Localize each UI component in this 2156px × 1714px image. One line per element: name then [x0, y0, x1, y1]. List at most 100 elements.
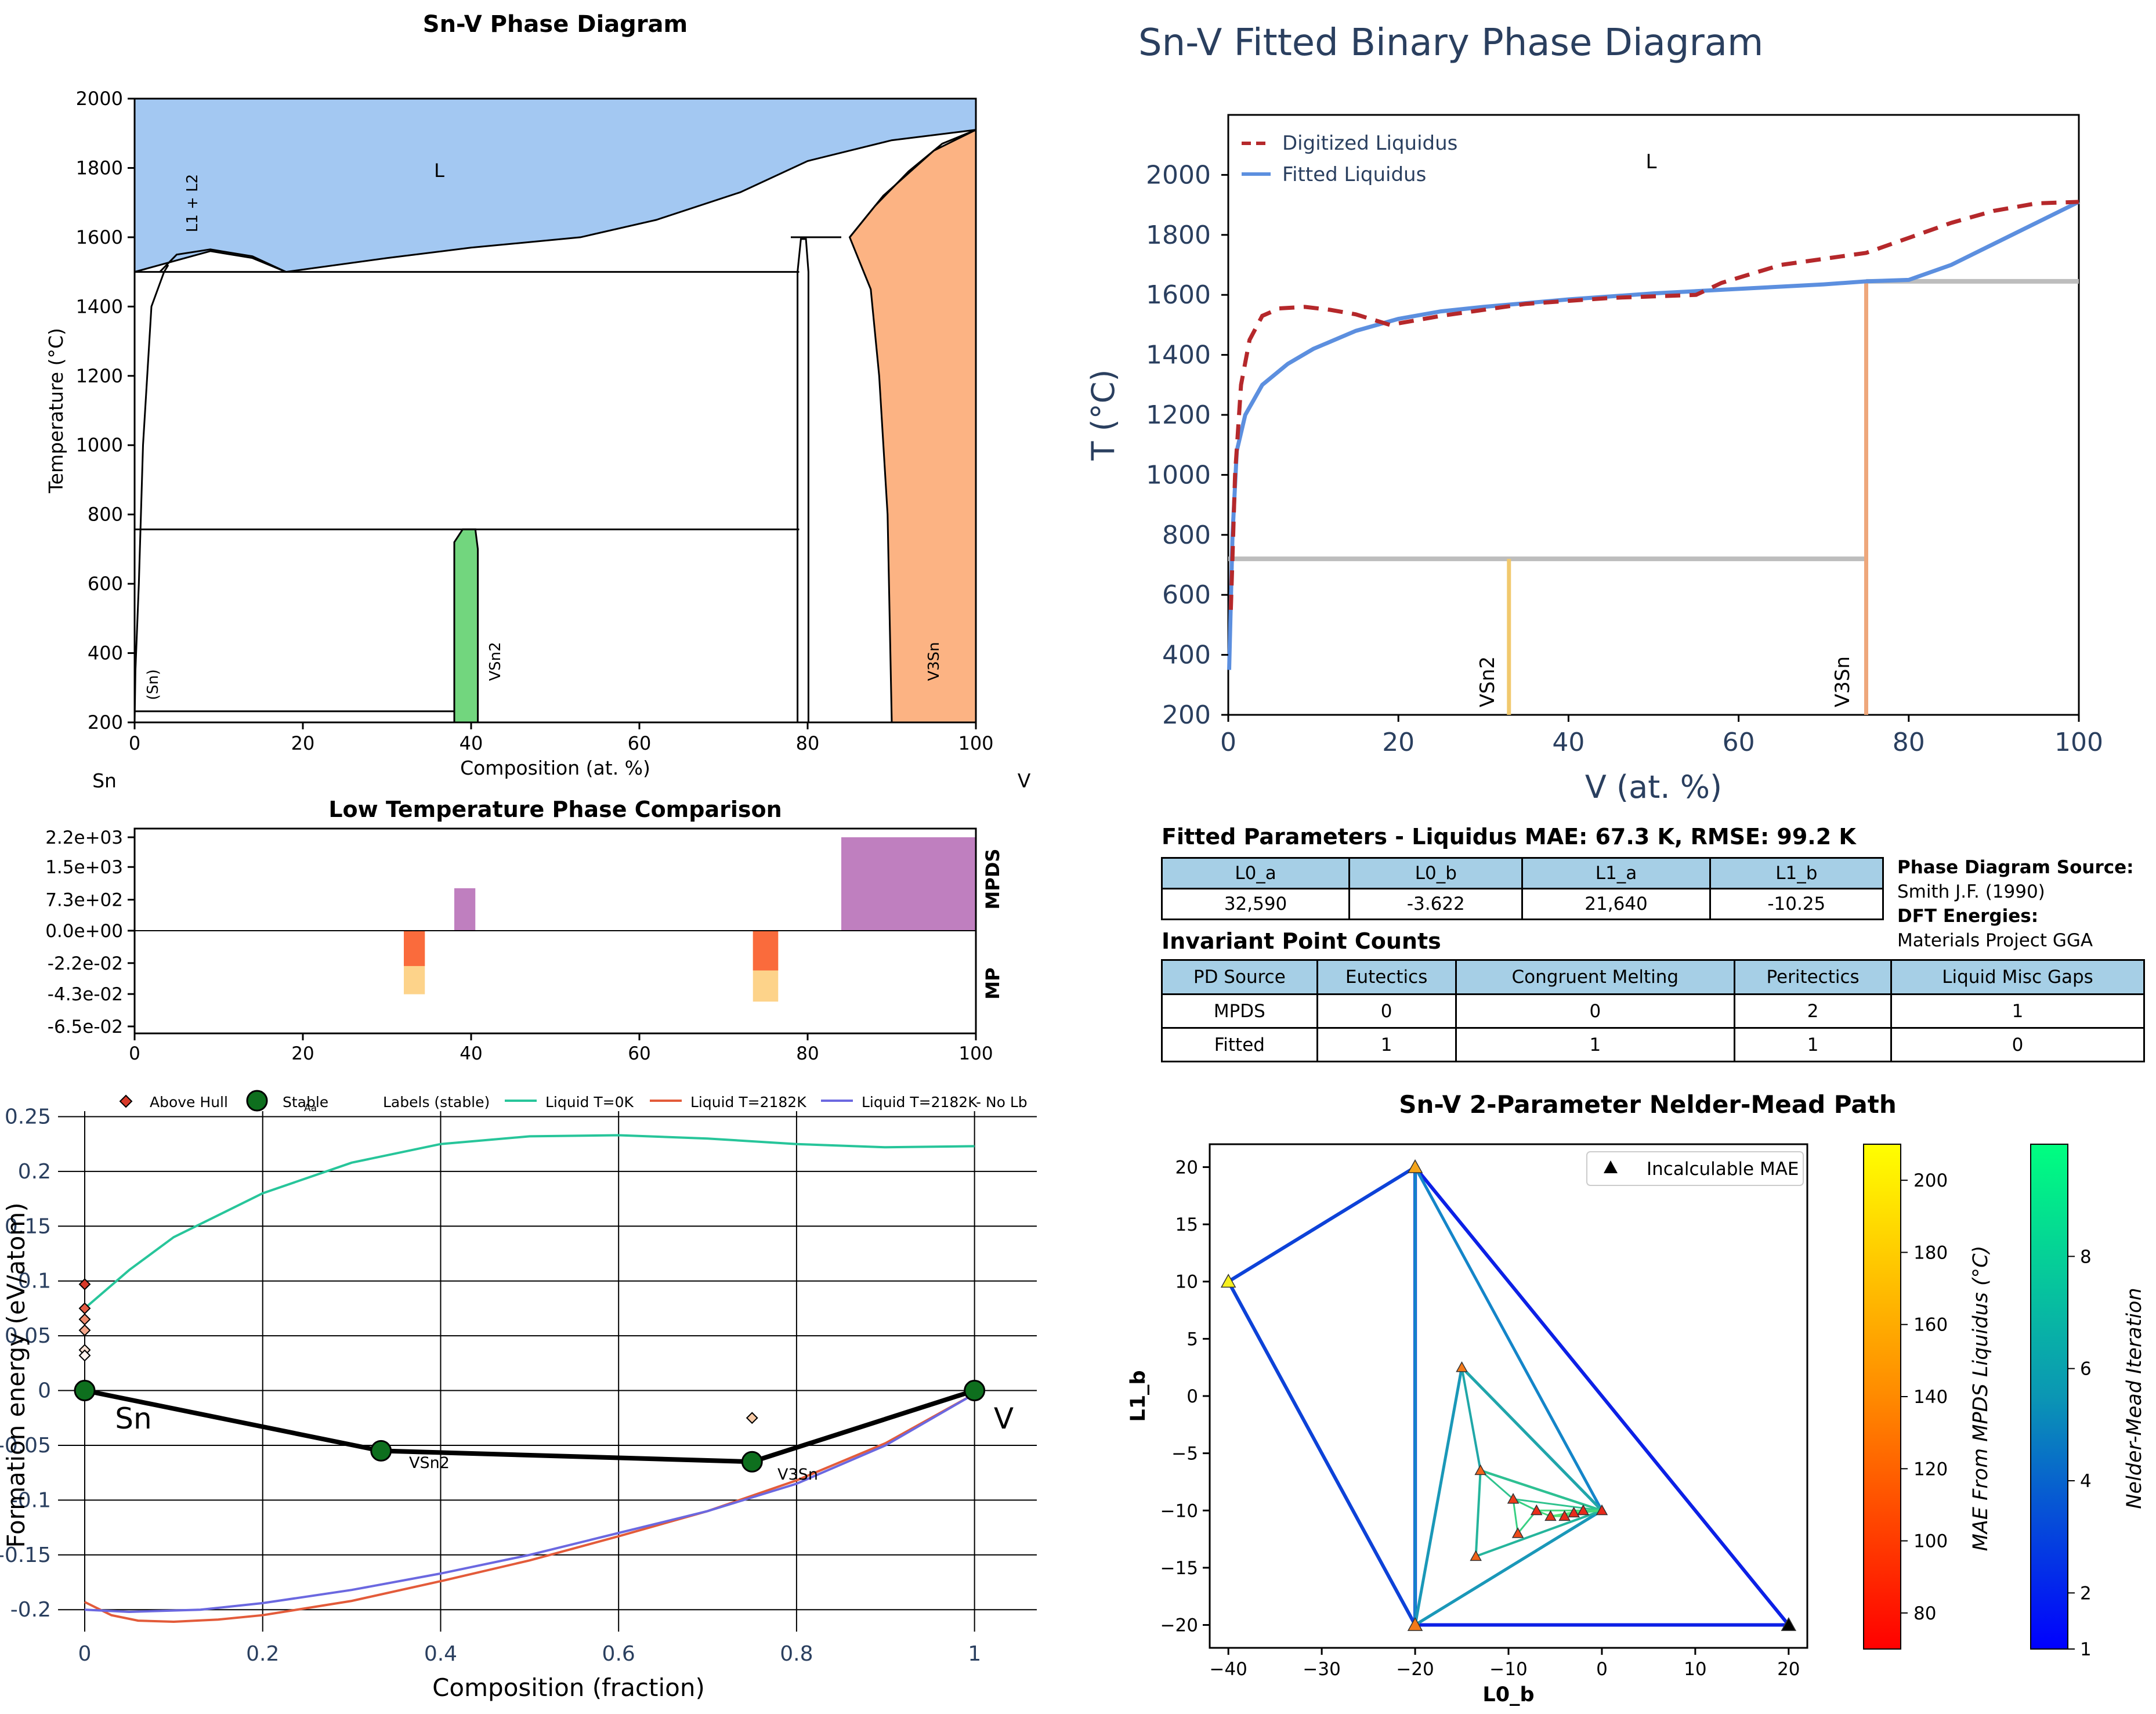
x-tick-label: 100 [958, 1043, 993, 1064]
table-header-cell: L0_b [1348, 857, 1524, 889]
y-tick-label: 1400 [76, 295, 123, 317]
y-tick-label: 0.1 [18, 1270, 51, 1293]
iteration-colorbar [2030, 1144, 2068, 1650]
x-tick-label: 20 [1777, 1659, 1800, 1680]
x-tick-label: 0 [1596, 1659, 1608, 1680]
legend-swatch-above-hull [119, 1094, 133, 1108]
y-tick-label: 1800 [1146, 220, 1211, 250]
label-mpds: MPDS [982, 849, 1004, 910]
liquid-2182k-nolb-line [84, 1393, 975, 1614]
liquid-2182k-line [84, 1393, 975, 1623]
x-tick-label: 0 [129, 1043, 140, 1064]
mpds-bar [454, 888, 476, 931]
y-tick-label: 15 [1175, 1214, 1198, 1235]
table-cell: 0 [1890, 1027, 2145, 1062]
nelder-mead-point [1568, 1506, 1580, 1518]
y-tick-label: 200 [88, 711, 123, 733]
y-tick-label: 0.0e+00 [45, 921, 123, 942]
nelder-mead-point [1220, 1274, 1236, 1288]
y-tick-label: −10 [1160, 1500, 1198, 1521]
stable-point [741, 1451, 763, 1473]
y-tick-label: 5 [1186, 1329, 1198, 1350]
y-axis-label: L1_b [1127, 1370, 1150, 1422]
y-tick-label: −20 [1160, 1615, 1198, 1636]
x-tick-label: 60 [1723, 728, 1755, 757]
table-row: Fitted 1 1 1 0 [1161, 1027, 2145, 1062]
legend-label-above-hull: Above Hull [150, 1094, 228, 1111]
table-header-cell: L1_a [1521, 857, 1711, 889]
phase-boundary [849, 129, 976, 238]
legend-label-digitized: Digitized Liquidus [1282, 132, 1457, 155]
y-tick-label: 400 [1162, 641, 1211, 670]
y-tick-label: −5 [1171, 1444, 1198, 1465]
above-hull-point [78, 1313, 91, 1326]
hull-label-sn: Sn [115, 1402, 151, 1435]
x-tick-label: 40 [460, 732, 483, 754]
legend-swatch-stable [246, 1090, 268, 1112]
phase-label-vsn2: VSn2 [487, 642, 504, 681]
nelder-mead-point [1511, 1527, 1524, 1538]
nelder-mead-point [1407, 1617, 1423, 1631]
v3sn-region [848, 128, 977, 724]
y-tick-label: 600 [88, 573, 123, 595]
table-header-cell: PD Source [1161, 959, 1318, 995]
hull-label-v: V [994, 1402, 1014, 1435]
y-tick-label: 1200 [1146, 400, 1211, 430]
mpds-bar [841, 837, 976, 931]
x-tick-label: −20 [1396, 1659, 1434, 1680]
y-tick-label: 0 [1186, 1386, 1198, 1407]
table-cell: Fitted [1161, 1027, 1318, 1062]
miscibility-gap [159, 248, 287, 273]
y-tick-label: 2000 [1146, 160, 1211, 190]
above-hull-point [746, 1412, 758, 1424]
x-axis-label: Composition (at. %) [460, 757, 650, 779]
stable-point [370, 1440, 392, 1462]
x-tick-label: 1 [968, 1642, 981, 1666]
table-cell: 1 [1734, 1027, 1893, 1062]
legend-label-incalculable: Incalculable MAE [1647, 1159, 1799, 1180]
y-tick-label: 2000 [76, 88, 123, 110]
legend-swatch-incalculable [1604, 1160, 1618, 1173]
nelder-mead-point [1456, 1361, 1468, 1372]
nelder-mead-point [1470, 1550, 1482, 1561]
colorbar-tick-label: 8 [2080, 1246, 2092, 1267]
x-tick-label: −40 [1209, 1659, 1247, 1680]
source-pd-value: Smith J.F. (1990) [1897, 881, 2045, 902]
colorbar-tick-label: 6 [2080, 1359, 2092, 1380]
table-cell: 32,590 [1160, 888, 1351, 920]
x-tick-label: 0.6 [602, 1642, 635, 1666]
y-tick-label: 1000 [76, 434, 123, 456]
above-hull-point [78, 1349, 91, 1362]
stable-point [74, 1380, 96, 1402]
y-tick-label: 0.25 [5, 1105, 51, 1129]
hull-label-vsn2: VSn2 [409, 1454, 450, 1472]
x-tick-label: 40 [1552, 728, 1585, 757]
source-dft-value: Materials Project GGA [1897, 930, 2093, 951]
table-cell: 2 [1734, 993, 1893, 1029]
nelder-mead-title: Sn-V 2-Parameter Nelder-Mead Path [1399, 1090, 1897, 1119]
x-tick-label: 0 [78, 1642, 92, 1666]
x-tick-label: 100 [2054, 728, 2103, 757]
phase-boundary [797, 238, 809, 722]
hull-label-v3sn: V3Sn [777, 1466, 818, 1484]
table-cell: MPDS [1161, 993, 1318, 1029]
x-tick-label: 10 [1684, 1659, 1706, 1680]
colorbar-tick-label: 100 [1913, 1531, 1948, 1552]
y-tick-label: 1000 [1146, 460, 1211, 490]
phase-label-v3sn: V3Sn [925, 642, 943, 681]
y-tick-label: -0.1 [10, 1488, 51, 1512]
y-tick-label: 800 [1162, 520, 1211, 550]
legend-label-labels: Labels (stable) [383, 1094, 490, 1111]
mp-bar [753, 931, 779, 971]
above-hull-point [78, 1278, 91, 1290]
table-header-cell: Peritectics [1734, 959, 1893, 995]
x-tick-label: −10 [1489, 1659, 1527, 1680]
legend-label-liquid-2182k: Liquid T=2182K [690, 1094, 806, 1111]
y-tick-label: 400 [88, 642, 123, 664]
y-tick-label: 1600 [1146, 280, 1211, 310]
y-tick-label: 1800 [76, 157, 123, 179]
vsn2-region [453, 528, 479, 724]
table-row: PD Source Eutectics Congruent Melting Pe… [1161, 959, 2145, 995]
x-tick-label: 80 [796, 1043, 819, 1064]
nelder-mead-point [1781, 1617, 1797, 1631]
